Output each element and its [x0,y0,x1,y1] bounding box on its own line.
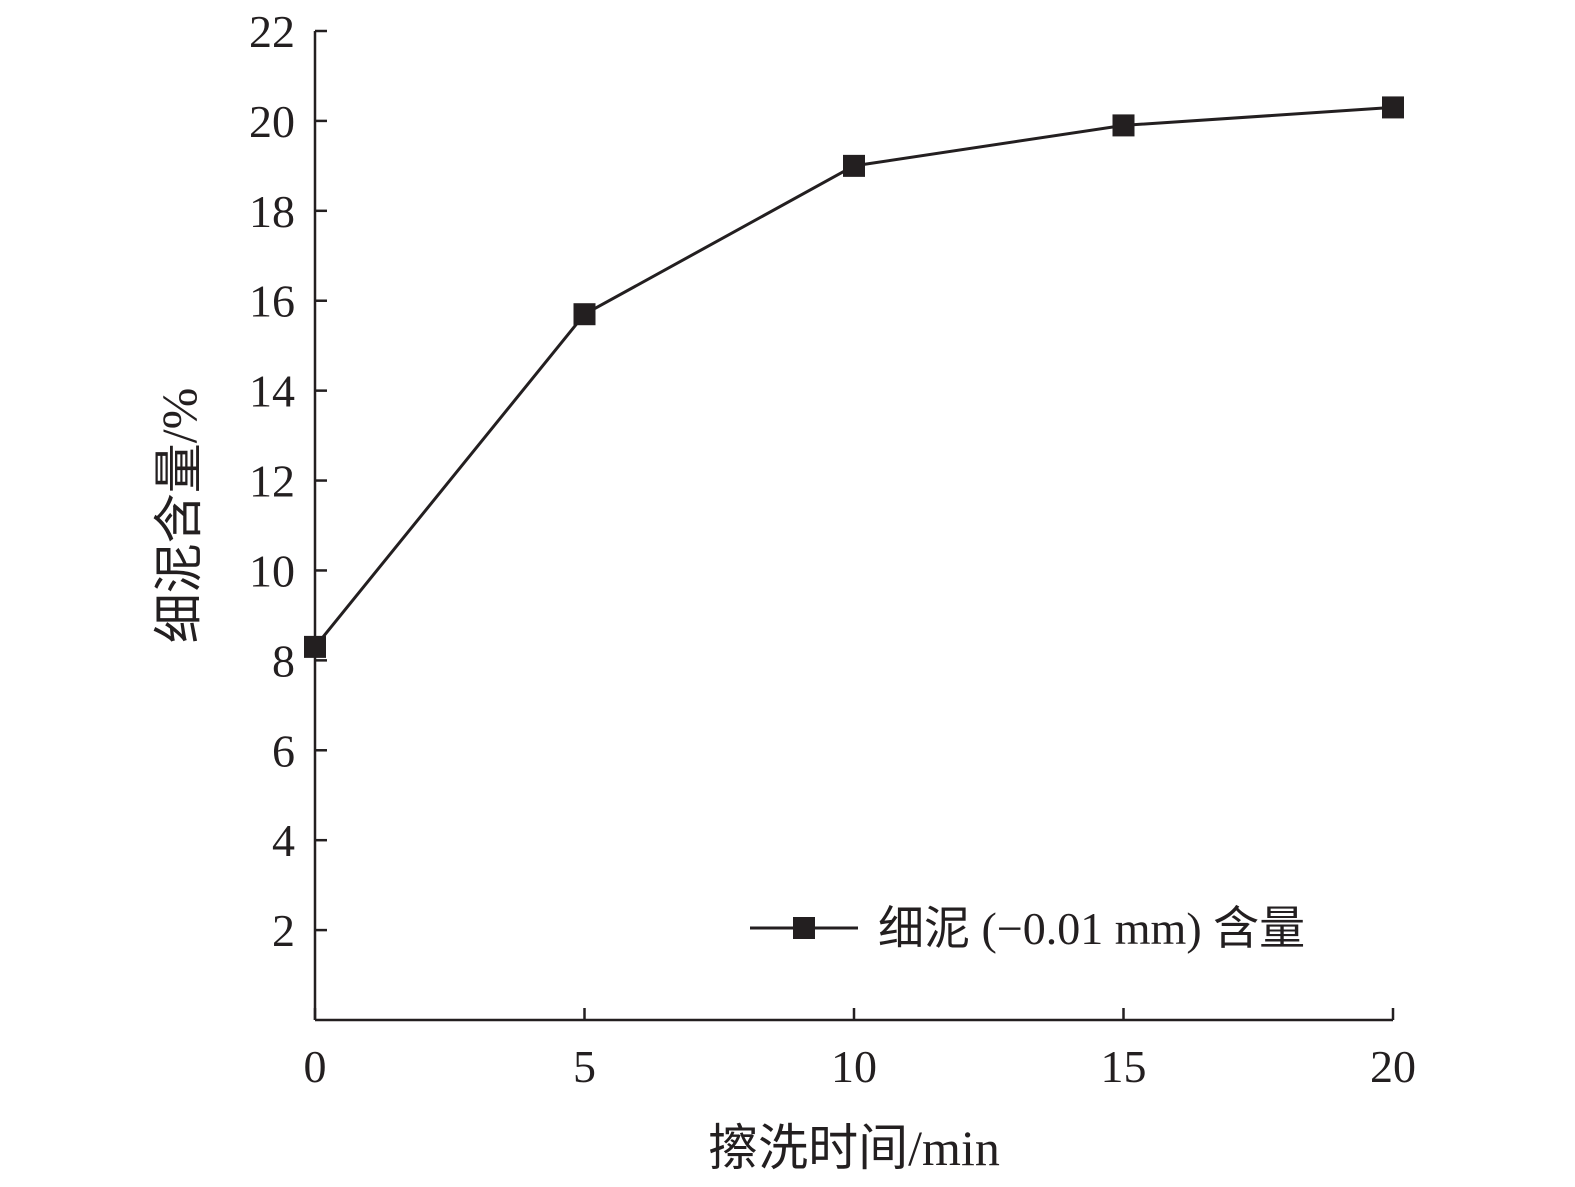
data-point-marker [843,154,865,177]
y-tick-label: 16 [249,276,295,327]
x-tick-label: 0 [304,1041,327,1092]
legend: 细泥 (−0.01 mm) 含量 [750,903,1305,954]
legend-square-marker [793,917,815,939]
y-tick-label: 14 [249,366,295,417]
x-tick-label: 20 [1370,1041,1416,1092]
y-ticks: 2 4 6 8 10 12 14 16 18 20 22 [249,6,327,956]
x-ticks: 0 5 10 15 20 [304,1008,1416,1092]
legend-label: 细泥 (−0.01 mm) 含量 [878,903,1305,954]
y-tick-label: 20 [249,96,295,147]
series-group [304,96,1404,658]
y-tick-label: 4 [272,815,295,866]
y-tick-label: 22 [249,6,295,57]
data-point-marker [304,635,326,658]
data-point-marker [1382,96,1404,119]
y-tick-label: 12 [249,456,295,507]
data-point-marker [1112,114,1135,137]
series-line [313,105,1394,648]
y-tick-label: 8 [272,635,295,686]
y-tick-label: 2 [272,905,295,956]
data-point-marker [573,303,596,326]
y-axis-title: 细泥含量/% [151,388,207,644]
x-tick-label: 10 [831,1041,877,1092]
y-tick-label: 18 [249,186,295,237]
x-tick-label: 5 [573,1041,596,1092]
x-tick-label: 15 [1101,1041,1147,1092]
x-axis-title: 擦洗时间/min [708,1120,1000,1176]
y-tick-label: 6 [272,725,295,776]
y-tick-label: 10 [249,545,295,596]
